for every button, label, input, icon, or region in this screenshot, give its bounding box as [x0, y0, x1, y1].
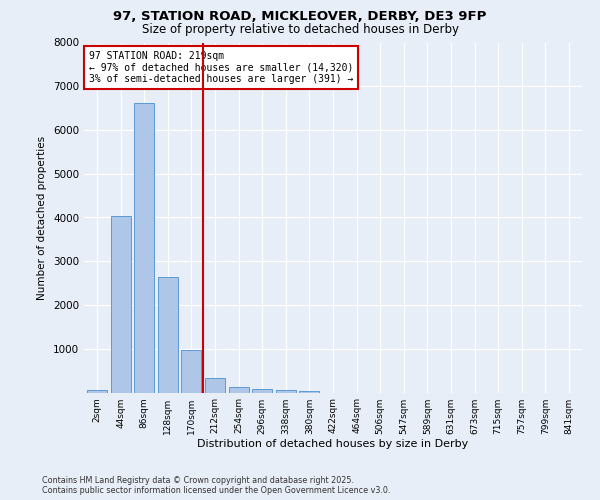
Bar	[276, 390, 296, 392]
Bar	[87, 390, 107, 392]
Bar	[134, 103, 154, 393]
Bar	[158, 277, 178, 392]
Text: Contains HM Land Registry data © Crown copyright and database right 2025.
Contai: Contains HM Land Registry data © Crown c…	[42, 476, 391, 495]
X-axis label: Distribution of detached houses by size in Derby: Distribution of detached houses by size …	[197, 440, 469, 450]
Y-axis label: Number of detached properties: Number of detached properties	[37, 136, 47, 300]
Bar	[205, 378, 225, 392]
Text: 97 STATION ROAD: 219sqm
← 97% of detached houses are smaller (14,320)
3% of semi: 97 STATION ROAD: 219sqm ← 97% of detache…	[89, 52, 353, 84]
Text: Size of property relative to detached houses in Derby: Size of property relative to detached ho…	[142, 22, 458, 36]
Bar	[110, 216, 131, 392]
Text: 97, STATION ROAD, MICKLEOVER, DERBY, DE3 9FP: 97, STATION ROAD, MICKLEOVER, DERBY, DE3…	[113, 10, 487, 23]
Bar	[252, 390, 272, 392]
Bar	[181, 350, 202, 393]
Bar	[299, 391, 319, 392]
Bar	[229, 387, 248, 392]
